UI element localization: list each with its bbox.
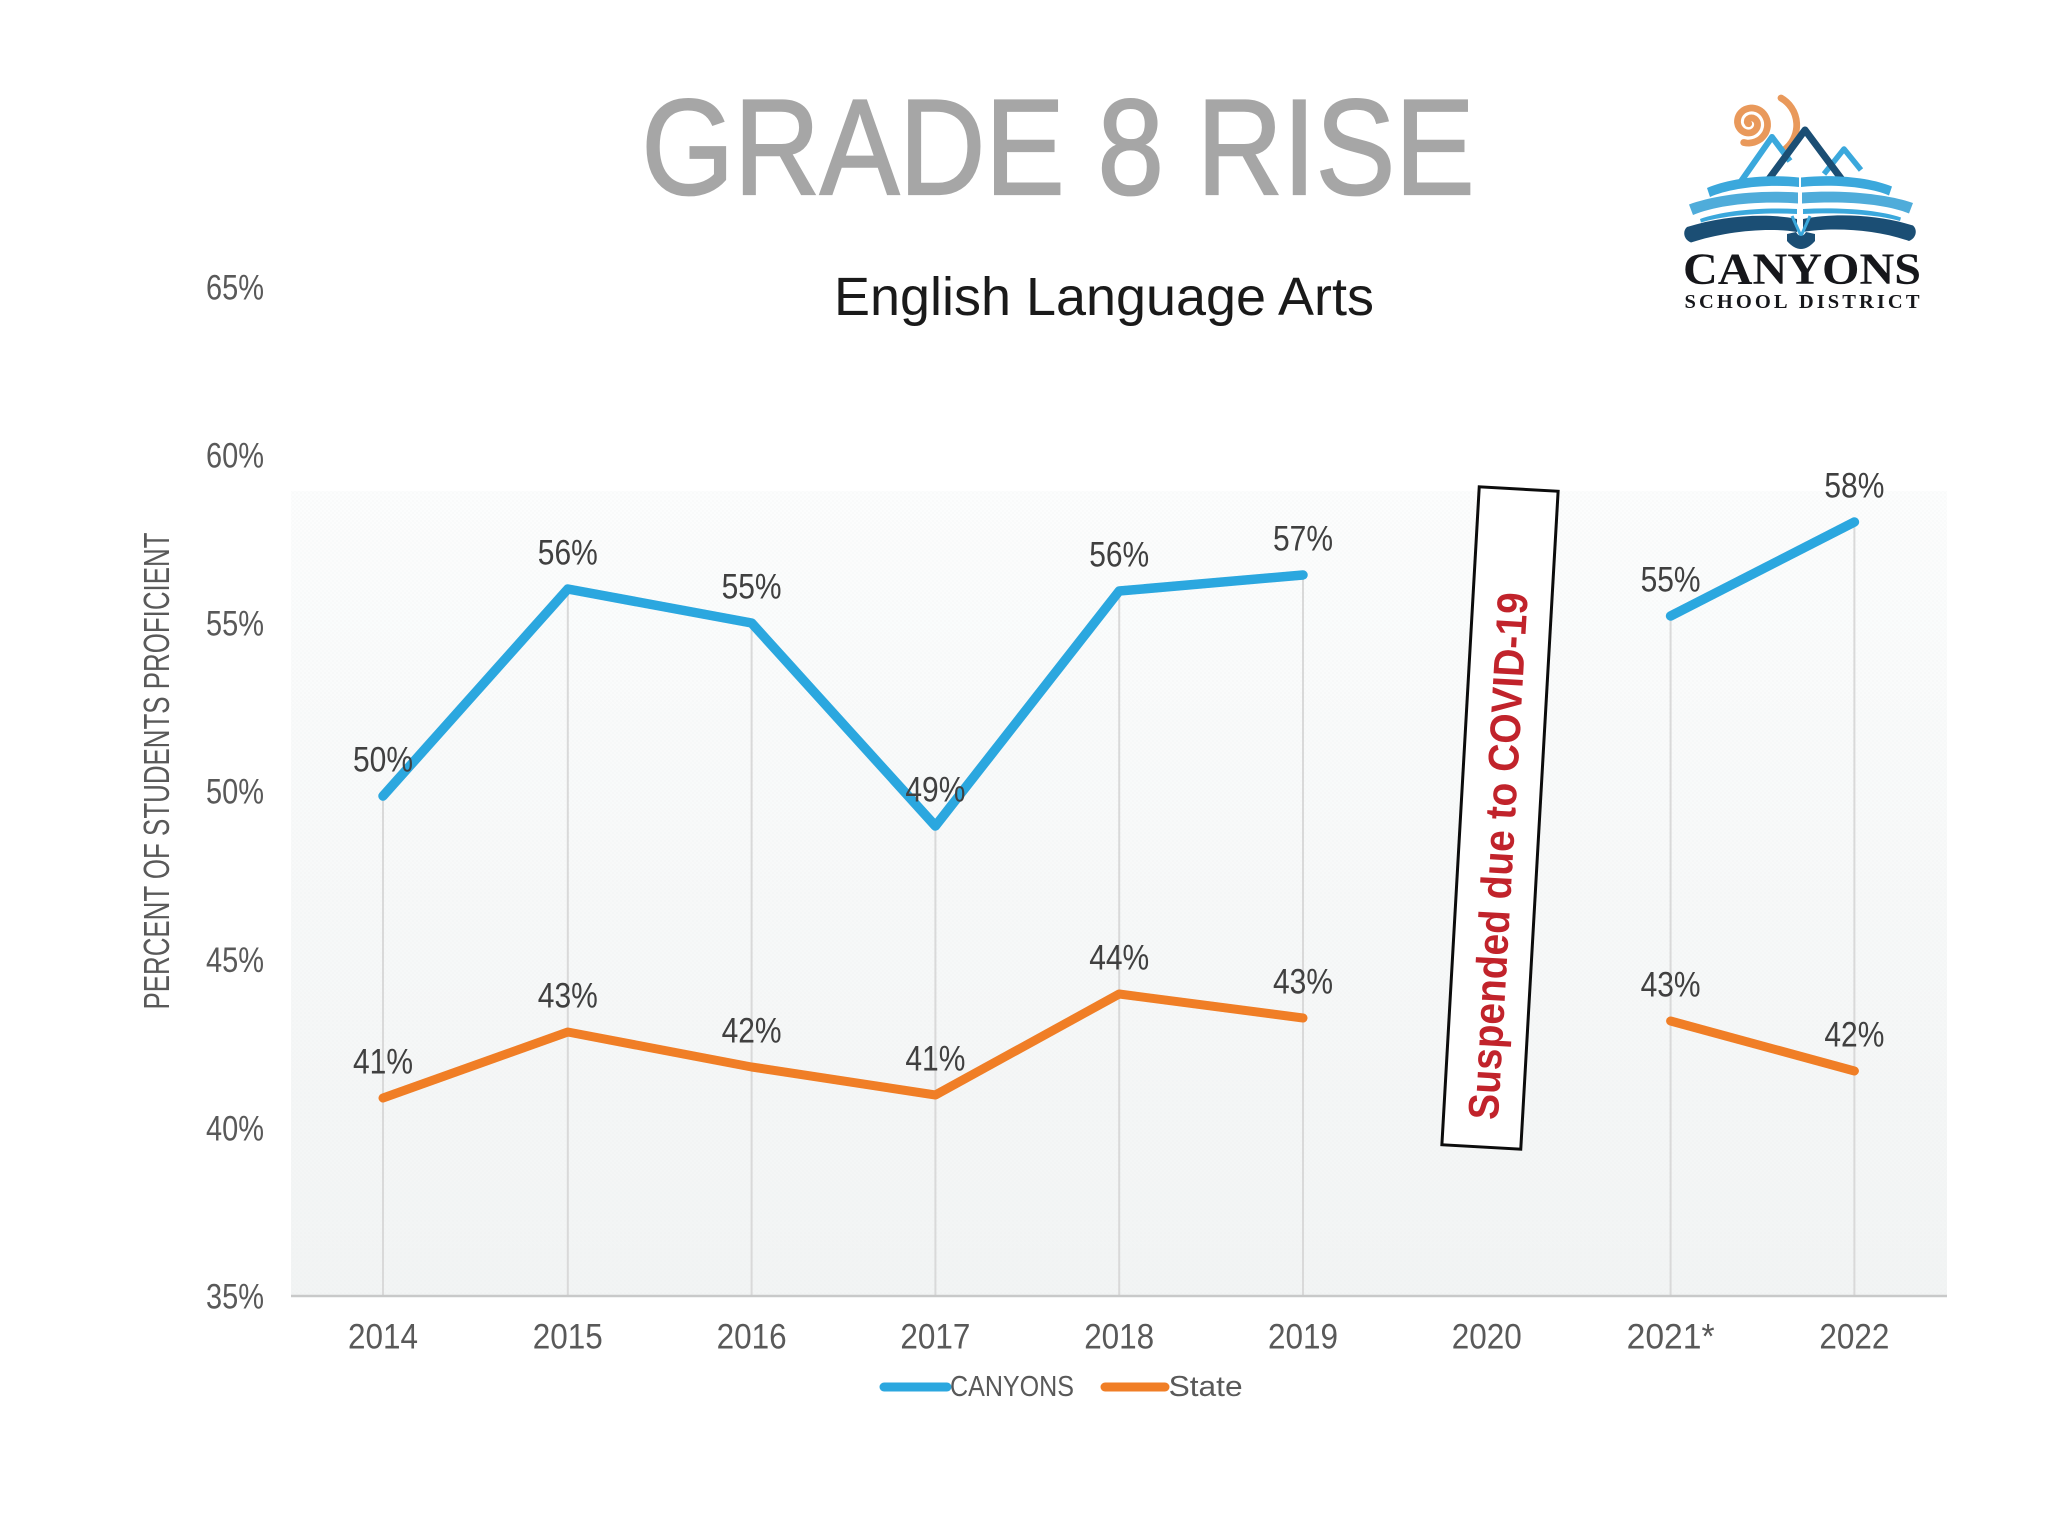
svg-text:2022: 2022 <box>1819 1317 1889 1356</box>
svg-text:2020: 2020 <box>1452 1317 1522 1356</box>
svg-text:43%: 43% <box>538 977 598 1016</box>
svg-text:GRADE 8 RISE: GRADE 8 RISE <box>642 71 1475 223</box>
svg-text:English Language Arts: English Language Arts <box>834 267 1374 327</box>
svg-text:50%: 50% <box>206 773 264 812</box>
svg-text:44%: 44% <box>1089 939 1149 978</box>
svg-text:55%: 55% <box>206 605 264 644</box>
svg-text:49%: 49% <box>905 771 965 810</box>
svg-text:PERCENT OF STUDENTS PROFICIENT: PERCENT OF STUDENTS PROFICIENT <box>136 533 177 1010</box>
svg-text:43%: 43% <box>1641 966 1701 1005</box>
svg-text:40%: 40% <box>206 1110 264 1149</box>
svg-text:42%: 42% <box>722 1012 782 1051</box>
svg-text:56%: 56% <box>538 534 598 573</box>
svg-text:41%: 41% <box>905 1040 965 1079</box>
svg-text:50%: 50% <box>353 741 413 780</box>
svg-text:55%: 55% <box>722 568 782 607</box>
svg-text:SCHOOL DISTRICT: SCHOOL DISTRICT <box>1685 291 1920 313</box>
svg-text:2016: 2016 <box>717 1317 787 1356</box>
svg-text:45%: 45% <box>206 941 264 980</box>
svg-text:CANYONS: CANYONS <box>1683 245 1921 294</box>
svg-text:2019: 2019 <box>1268 1317 1338 1356</box>
svg-text:56%: 56% <box>1089 536 1149 575</box>
svg-text:State: State <box>1169 1371 1243 1403</box>
svg-text:2021*: 2021* <box>1627 1317 1715 1356</box>
svg-text:2017: 2017 <box>900 1317 970 1356</box>
svg-text:60%: 60% <box>206 437 264 476</box>
svg-text:58%: 58% <box>1824 467 1884 506</box>
svg-text:35%: 35% <box>206 1278 264 1317</box>
svg-text:57%: 57% <box>1273 520 1333 559</box>
svg-text:41%: 41% <box>353 1043 413 1082</box>
svg-text:2014: 2014 <box>348 1317 418 1356</box>
svg-text:65%: 65% <box>206 269 264 308</box>
svg-text:43%: 43% <box>1273 963 1333 1002</box>
svg-text:2018: 2018 <box>1084 1317 1154 1356</box>
svg-text:42%: 42% <box>1824 1016 1884 1055</box>
svg-text:CANYONS: CANYONS <box>950 1371 1074 1403</box>
svg-text:55%: 55% <box>1641 561 1701 600</box>
svg-text:2015: 2015 <box>533 1317 603 1356</box>
